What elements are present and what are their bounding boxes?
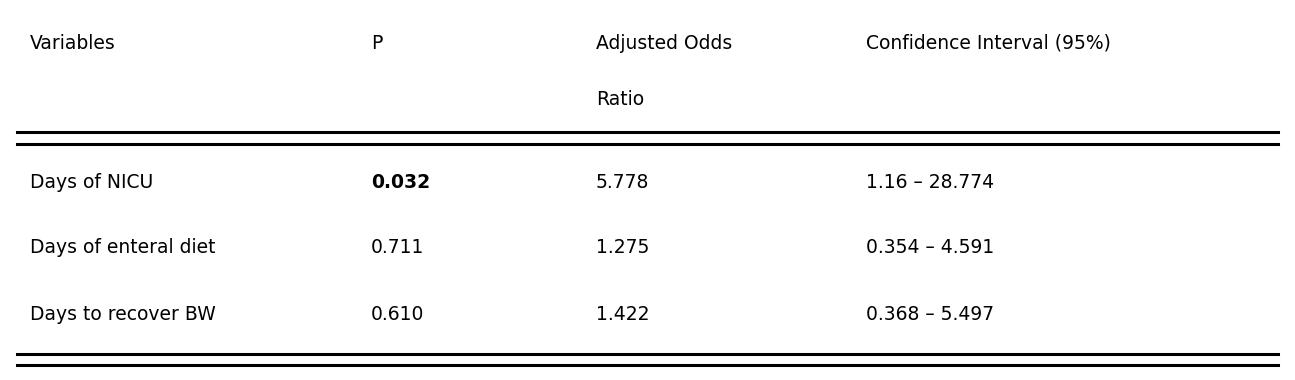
Text: Adjusted Odds

Ratio: Adjusted Odds Ratio — [596, 34, 732, 109]
Text: 1.16 – 28.774: 1.16 – 28.774 — [866, 173, 995, 192]
Text: 5.778: 5.778 — [596, 173, 649, 192]
Text: P: P — [370, 34, 382, 53]
Text: 0.711: 0.711 — [370, 238, 425, 257]
Text: Days to recover BW: Days to recover BW — [30, 305, 216, 324]
Text: 1.275: 1.275 — [596, 238, 649, 257]
Text: 0.368 – 5.497: 0.368 – 5.497 — [866, 305, 995, 324]
Text: 0.354 – 4.591: 0.354 – 4.591 — [866, 238, 995, 257]
Text: Variables: Variables — [30, 34, 115, 53]
Text: 0.032: 0.032 — [370, 173, 430, 192]
Text: 1.422: 1.422 — [596, 305, 650, 324]
Text: 0.610: 0.610 — [370, 305, 425, 324]
Text: Days of enteral diet: Days of enteral diet — [30, 238, 215, 257]
Text: Days of NICU: Days of NICU — [30, 173, 153, 192]
Text: Confidence Interval (95%): Confidence Interval (95%) — [866, 34, 1111, 53]
